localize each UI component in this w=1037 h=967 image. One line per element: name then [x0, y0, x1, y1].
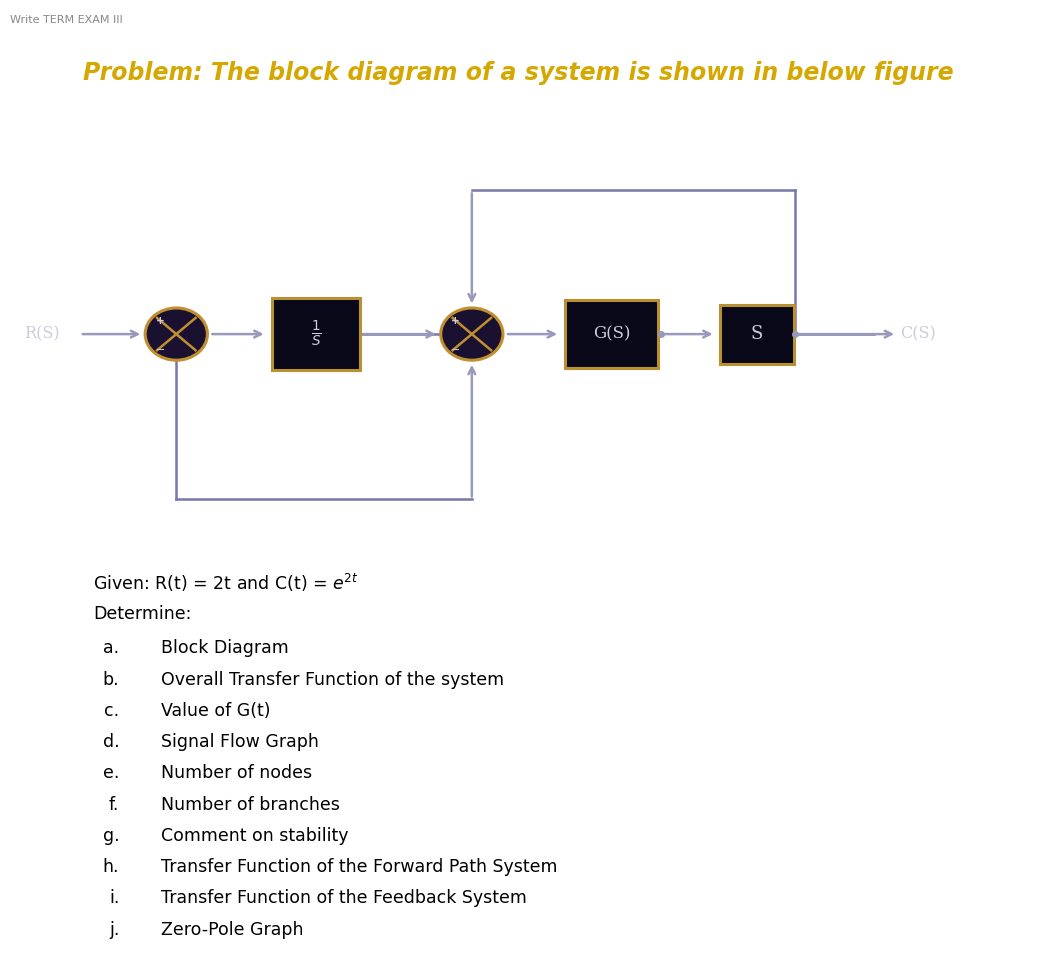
Text: d.: d. [103, 733, 119, 751]
Text: g.: g. [103, 827, 119, 845]
Text: Determine:: Determine: [93, 604, 192, 623]
Text: S: S [751, 325, 763, 343]
Text: R(S): R(S) [24, 326, 59, 342]
Text: Problem: The block diagram of a system is shown in below figure: Problem: The block diagram of a system i… [83, 61, 954, 84]
Text: c.: c. [104, 702, 119, 720]
Text: j.: j. [109, 921, 119, 939]
Text: −: − [156, 345, 165, 355]
Bar [720, 305, 794, 364]
Text: Number of branches: Number of branches [161, 796, 339, 813]
Text: −: − [451, 345, 460, 355]
Text: Overall Transfer Function of the system: Overall Transfer Function of the system [161, 671, 504, 689]
Text: Value of G(t): Value of G(t) [161, 702, 271, 720]
Text: C(S): C(S) [900, 326, 935, 342]
Text: Given: R(t) = 2t and C(t) = $e^{2t}$: Given: R(t) = 2t and C(t) = $e^{2t}$ [93, 571, 359, 594]
Text: $\frac{1}{S}$: $\frac{1}{S}$ [311, 319, 321, 349]
Text: Block Diagram: Block Diagram [161, 639, 288, 658]
Text: +: + [156, 315, 165, 326]
Text: i.: i. [109, 890, 119, 907]
Text: f.: f. [109, 796, 119, 813]
Text: Comment on stability: Comment on stability [161, 827, 348, 845]
Text: Number of nodes: Number of nodes [161, 765, 312, 782]
Text: a.: a. [103, 639, 119, 658]
Text: e.: e. [103, 765, 119, 782]
Text: Transfer Function of the Feedback System: Transfer Function of the Feedback System [161, 890, 527, 907]
Text: G(S): G(S) [593, 326, 630, 342]
Text: Zero-Pole Graph: Zero-Pole Graph [161, 921, 303, 939]
Text: Signal Flow Graph: Signal Flow Graph [161, 733, 318, 751]
Text: Transfer Function of the Forward Path System: Transfer Function of the Forward Path Sy… [161, 858, 557, 876]
Text: Write TERM EXAM III: Write TERM EXAM III [10, 15, 123, 24]
Bar [565, 300, 658, 368]
Bar [273, 299, 361, 369]
Circle shape [441, 308, 503, 361]
Text: b.: b. [103, 671, 119, 689]
Text: h.: h. [103, 858, 119, 876]
Text: +: + [451, 315, 460, 326]
Circle shape [145, 308, 207, 361]
